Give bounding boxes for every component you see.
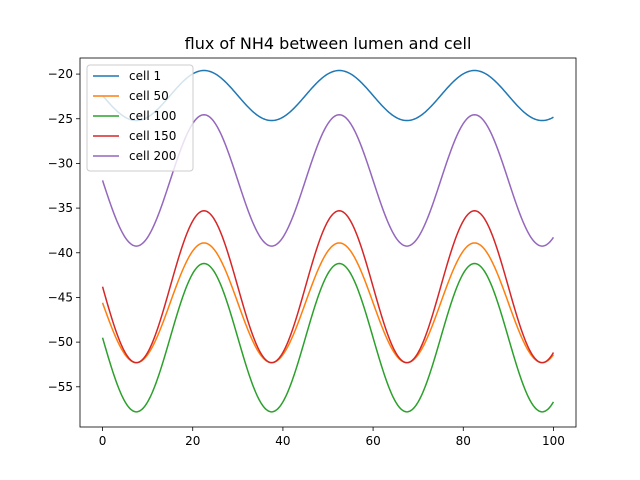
plot-frame: [79, 57, 577, 428]
x-tick-label: 60: [365, 434, 380, 448]
x-tick-label: 0: [99, 434, 107, 448]
x-axis: 0 20 40 60 80 100: [99, 427, 565, 448]
y-axis: −55 −50 −45 −40 −35 −30 −25 −20: [48, 67, 80, 394]
legend: cell 1 cell 50 cell 100 cell 150 cell 200: [86, 64, 194, 172]
y-tick-label: −35: [48, 201, 73, 215]
legend-label: cell 150: [129, 129, 176, 143]
series-line-4: [101, 210, 555, 364]
y-tick-label: −55: [48, 380, 73, 394]
y-tick-label: −30: [48, 156, 73, 170]
legend-label: cell 50: [129, 89, 169, 103]
y-tick-label: −40: [48, 246, 73, 260]
y-tick-label: −50: [48, 335, 73, 349]
legend-label: cell 100: [129, 109, 176, 123]
series-line-2: [101, 242, 555, 364]
legend-label: cell 200: [129, 149, 176, 163]
y-tick-label: −20: [48, 67, 73, 81]
legend-box: [86, 64, 194, 172]
series-line-3: [101, 262, 555, 413]
x-tick-label: 20: [185, 434, 200, 448]
legend-label: cell 1: [129, 69, 161, 83]
y-tick-label: −45: [48, 290, 73, 304]
y-tick-label: −25: [48, 112, 73, 126]
x-tick-label: 100: [542, 434, 565, 448]
x-tick-label: 40: [275, 434, 290, 448]
x-tick-label: 80: [456, 434, 471, 448]
chart-title: flux of NH4 between lumen and cell: [185, 34, 472, 53]
